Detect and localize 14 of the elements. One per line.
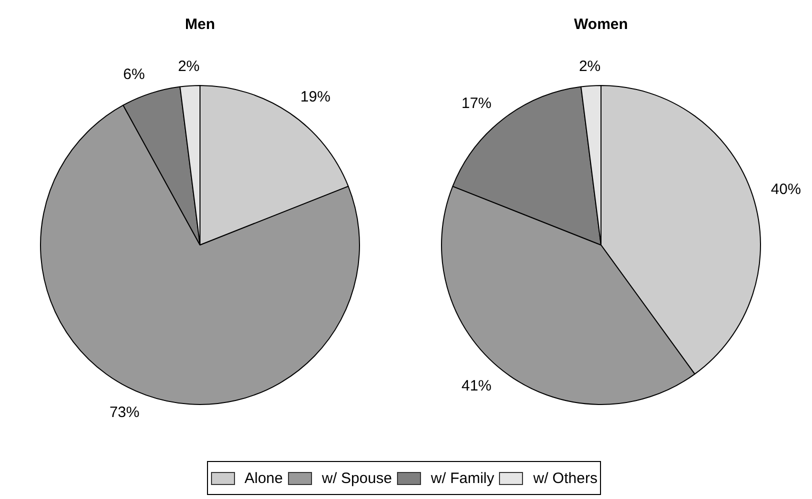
data-label: 2%	[578, 58, 601, 75]
chart-title: Men	[185, 16, 215, 34]
data-label: 17%	[461, 94, 492, 112]
data-label: 40%	[770, 180, 801, 198]
legend-label: Alone	[244, 470, 283, 486]
data-label: 41%	[461, 377, 492, 394]
chart-title: Women	[574, 16, 628, 34]
legend-label: w/ Spouse	[322, 470, 392, 486]
legend-label: w/ Family	[430, 470, 494, 486]
legend-label: w/ Others	[533, 470, 598, 486]
data-label: 19%	[300, 88, 330, 106]
data-label: 2%	[178, 58, 200, 75]
data-label: 6%	[123, 66, 145, 84]
data-label: 73%	[109, 404, 140, 422]
